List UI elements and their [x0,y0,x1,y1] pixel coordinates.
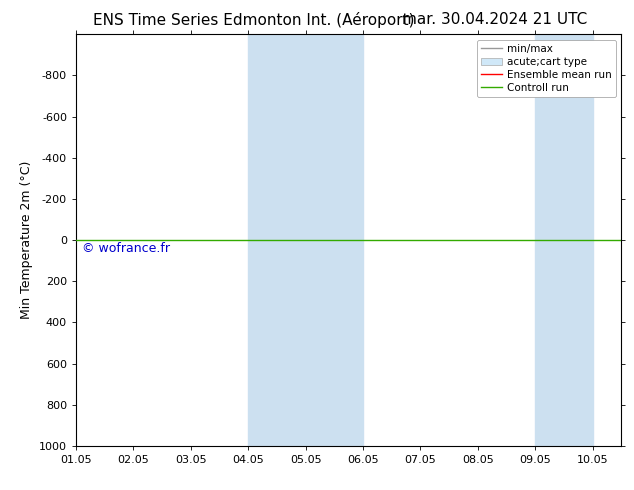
Bar [249,34,306,446]
Bar [535,34,593,446]
Bar [306,34,363,446]
Legend: min/max, acute;cart type, Ensemble mean run, Controll run: min/max, acute;cart type, Ensemble mean … [477,40,616,97]
Y-axis label: Min Temperature 2m (°C): Min Temperature 2m (°C) [20,161,34,319]
Text: © wofrance.fr: © wofrance.fr [82,242,169,255]
Text: mar. 30.04.2024 21 UTC: mar. 30.04.2024 21 UTC [402,12,587,27]
Text: ENS Time Series Edmonton Int. (Aéroport): ENS Time Series Edmonton Int. (Aéroport) [93,12,415,28]
